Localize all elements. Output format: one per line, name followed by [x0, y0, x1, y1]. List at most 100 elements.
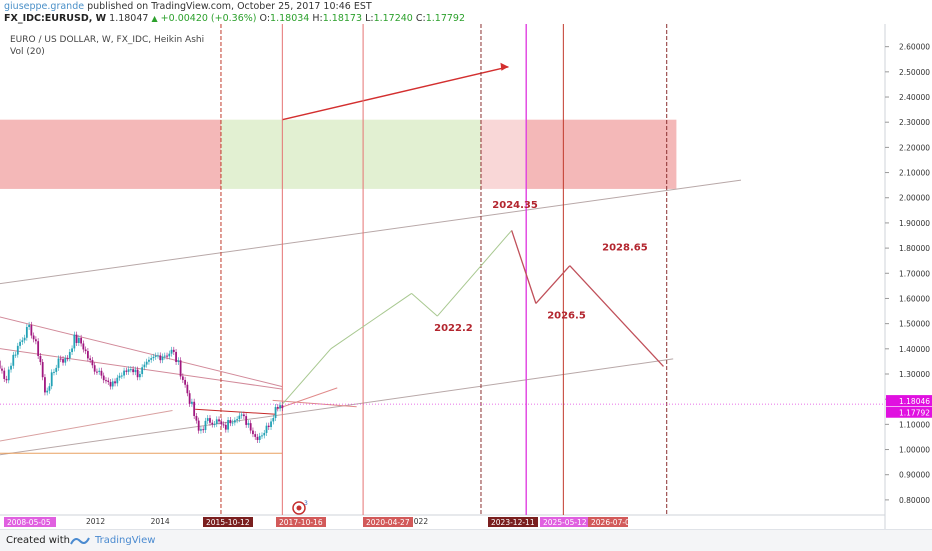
forecast-segment[interactable] — [437, 230, 513, 317]
candle-body — [145, 361, 148, 365]
flag-icon[interactable]: 3 — [292, 500, 308, 515]
author-link[interactable]: giuseppe.grande — [4, 1, 85, 12]
open-value: 1.18034 — [270, 13, 310, 24]
candle-body — [243, 414, 245, 417]
candle-body — [263, 432, 266, 436]
price-badge-label: 1.18046 — [899, 397, 930, 406]
forecast-segment[interactable] — [281, 348, 332, 405]
y-tick-label: 2.10000 — [899, 169, 930, 178]
candle-body — [188, 393, 191, 404]
candle-body — [258, 435, 261, 440]
candle-body — [75, 334, 78, 343]
legend-title: EURO / US DOLLAR, W, FX_IDC, Heikin Ashi — [10, 35, 204, 45]
candle-body — [193, 401, 196, 416]
candle-body — [25, 327, 28, 338]
candle-body — [254, 434, 257, 437]
candle-body — [252, 430, 254, 435]
candle-body — [152, 356, 155, 359]
forecast-segment[interactable] — [535, 265, 571, 304]
candle-body — [143, 364, 146, 368]
grid-layer — [0, 24, 886, 529]
candle-body — [48, 386, 51, 391]
candle-body — [186, 384, 189, 394]
descending-line[interactable] — [0, 309, 283, 388]
forecast-segment[interactable] — [411, 293, 438, 317]
vertical-line-layer — [0, 24, 885, 515]
channel-upper-line[interactable] — [0, 410, 173, 448]
y-tick-label: 1.80000 — [899, 244, 930, 253]
candle-body — [240, 414, 243, 416]
ohlc-line: FX_IDC:EURUSD, W 1.18047 ▲ +0.00420 (+0.… — [4, 13, 465, 25]
chart-background — [0, 24, 932, 529]
candle-body — [172, 349, 175, 352]
date-badge-label: 2026-07-06 — [591, 518, 635, 527]
candle-body — [272, 417, 275, 422]
y-tick-label: 2.30000 — [899, 118, 930, 127]
target-zone-3[interactable] — [526, 119, 677, 189]
candle-body — [21, 340, 24, 342]
candle-body — [89, 358, 92, 361]
legend-indicator[interactable]: Vol (20) — [10, 47, 45, 57]
candle-body — [62, 359, 64, 363]
date-badge-label: 2023-12-11 — [491, 518, 535, 527]
candle-body — [55, 367, 58, 372]
candle-body — [12, 354, 15, 366]
candle-body — [238, 415, 241, 420]
candle-body — [184, 379, 187, 385]
candle-body — [247, 423, 250, 425]
close-value: 1.17792 — [425, 13, 466, 24]
short-down-line[interactable] — [272, 399, 357, 408]
date-badge-label: 2008-05-05 — [7, 518, 51, 527]
target-zone-2[interactable] — [480, 119, 527, 189]
target-zone-1[interactable] — [220, 119, 481, 189]
candle-body — [161, 356, 164, 361]
candle-body — [19, 341, 21, 346]
y-tick-label: 1.40000 — [899, 345, 930, 354]
long-resistance-line[interactable] — [0, 179, 742, 288]
tradingview-brand-link[interactable]: TradingView — [95, 535, 156, 546]
candle-body — [93, 365, 96, 372]
candle-body — [68, 352, 71, 359]
candle-body — [3, 370, 6, 379]
created-with-label: Created with — [6, 535, 70, 546]
candle-body — [276, 406, 279, 409]
date-badge-label: 2025-05-12 — [543, 518, 587, 527]
candle-body — [30, 324, 33, 336]
candle-body — [64, 358, 67, 363]
date-badge-label: 2017-10-16 — [279, 518, 323, 527]
forecast-segment[interactable] — [569, 265, 664, 367]
candle-body — [148, 359, 150, 362]
candle-body — [46, 390, 49, 393]
candle-body — [86, 351, 89, 359]
candle-body — [5, 378, 8, 381]
long-support-line[interactable] — [0, 358, 674, 460]
x-tick-label: 2022 — [409, 517, 428, 526]
zone-layer — [0, 119, 677, 189]
neckline-line[interactable] — [195, 408, 276, 415]
symbol-label[interactable]: FX_IDC:EURUSD, W — [4, 13, 107, 24]
candle-body — [191, 401, 193, 404]
candle-body — [204, 420, 207, 431]
close-label: C: — [415, 13, 426, 24]
candle-body — [96, 371, 98, 373]
candle-body — [109, 381, 112, 387]
y-tick-label: 1.90000 — [899, 219, 930, 228]
forecast-segment[interactable] — [330, 293, 412, 350]
candle-body — [179, 360, 182, 377]
y-tick-label: 0.80000 — [899, 496, 930, 505]
price-chart[interactable]: 2024.35 2022.2 2026.5 2028.65 0.80000 0.9000… — [0, 24, 932, 529]
target-arrow-line[interactable] — [282, 66, 509, 121]
candle-body — [270, 421, 272, 428]
date-badge-bg — [276, 517, 326, 527]
candle-body — [100, 370, 103, 376]
candle-body — [0, 360, 1, 369]
date-badge-label: 2020-04-27 — [366, 518, 410, 527]
candle-body — [202, 429, 205, 431]
y-tick-label: 1.30000 — [899, 370, 930, 379]
candle-body — [166, 355, 168, 357]
target-zone-0[interactable] — [0, 119, 221, 189]
tradingview-logo-icon[interactable] — [70, 535, 90, 547]
candle-body — [37, 341, 40, 356]
forecast-segment[interactable] — [511, 230, 537, 304]
short-up-line[interactable] — [275, 387, 338, 410]
